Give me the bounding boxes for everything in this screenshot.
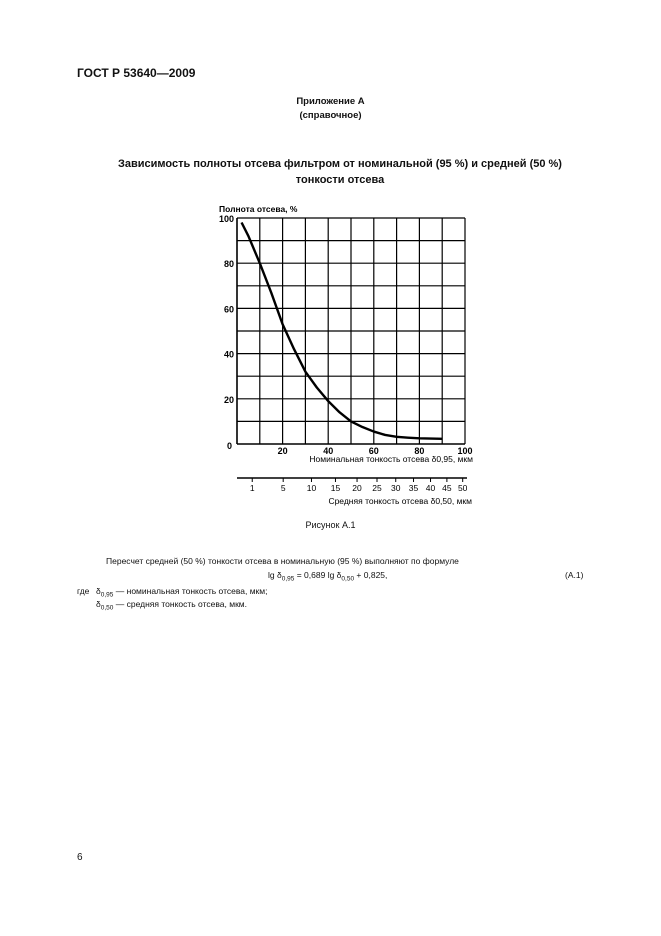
secondary-tick-label: 15 (331, 483, 341, 493)
where-label: где (77, 586, 90, 596)
secondary-tick-label: 1 (250, 483, 255, 493)
x-tick-label: 100 (457, 446, 472, 456)
secondary-tick-label: 10 (307, 483, 317, 493)
y-tick-label: 80 (224, 259, 234, 269)
y-tick-label: 20 (224, 395, 234, 405)
formula-part: + 0,825, (354, 570, 388, 580)
figure-title: Зависимость полноты отсева фильтром от н… (90, 156, 590, 188)
secondary-tick-label: 50 (458, 483, 468, 493)
secondary-tick-label: 35 (409, 483, 419, 493)
figure-caption: Рисунок А.1 (305, 520, 356, 530)
y-axis-label: Полнота отсева, % (219, 204, 298, 214)
origin-label: 0 (227, 441, 232, 451)
appendix-title: Приложение А (296, 96, 365, 107)
secondary-tick-label: 30 (391, 483, 401, 493)
symbol-sub: 0,95 (100, 591, 114, 599)
secondary-axis-label: Средняя тонкость отсева δ0,50, мкм (328, 496, 472, 506)
x-axis-label: Номинальная тонкость отсева δ0,95, мкм (309, 454, 473, 464)
x-tick-label: 80 (414, 446, 424, 456)
secondary-tick-label: 20 (352, 483, 362, 493)
appendix-note: (справочное) (299, 110, 362, 121)
definition: δ0,50 — средняя тонкость отсева, мкм. (96, 599, 247, 612)
secondary-tick-label: 40 (426, 483, 436, 493)
secondary-tick-label: 25 (372, 483, 382, 493)
definition-text: — номинальная тонкость отсева, мкм; (115, 586, 268, 596)
secondary-tick-label: 5 (281, 483, 286, 493)
document-id: ГОСТ Р 53640—2009 (77, 66, 196, 80)
x-tick-label: 20 (278, 446, 288, 456)
definition: δ0,95 — номинальная тонкость отсева, мкм… (96, 586, 267, 599)
formula: lg δ0,95 = 0,689 lg δ0,50 + 0,825, (268, 570, 387, 583)
symbol: δ (96, 599, 101, 609)
x-tick-label: 40 (323, 446, 333, 456)
formula-part: lg δ (268, 570, 282, 580)
definition-text: — средняя тонкость отсева, мкм. (115, 599, 248, 609)
formula-sub: 0,50 (341, 575, 355, 583)
y-tick-label: 100 (219, 214, 234, 224)
y-tick-label: 60 (224, 304, 234, 314)
formula-number: (А.1) (565, 570, 584, 580)
figure-title-line2: тонкости отсева (295, 174, 385, 186)
page-number: 6 (77, 852, 83, 863)
y-tick-label: 40 (224, 350, 234, 360)
secondary-tick-label: 45 (442, 483, 452, 493)
figure-title-line1: Зависимость полноты отсева фильтром от н… (118, 158, 562, 170)
symbol: δ (96, 586, 101, 596)
formula-part: = 0,689 lg δ (294, 570, 342, 580)
x-tick-label: 60 (369, 446, 379, 456)
formula-sub: 0,95 (281, 575, 295, 583)
intro-text: Пересчет средней (50 %) тонкости отсева … (106, 556, 459, 566)
symbol-sub: 0,50 (100, 604, 114, 612)
